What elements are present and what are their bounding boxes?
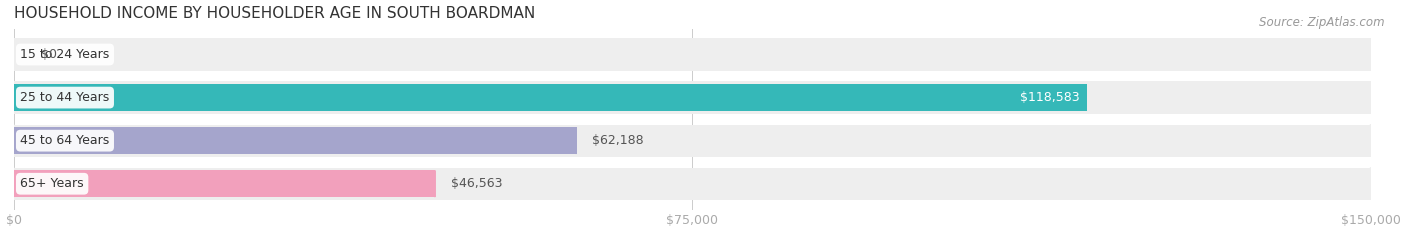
Text: $0: $0 (41, 48, 56, 61)
Text: $62,188: $62,188 (592, 134, 644, 147)
Text: 15 to 24 Years: 15 to 24 Years (20, 48, 110, 61)
Bar (14, 124, 1371, 157)
Text: HOUSEHOLD INCOME BY HOUSEHOLDER AGE IN SOUTH BOARDMAN: HOUSEHOLD INCOME BY HOUSEHOLDER AGE IN S… (14, 6, 534, 21)
Bar (14, 84, 1087, 111)
Bar (14, 38, 1371, 71)
Bar (14, 168, 1371, 200)
Text: Source: ZipAtlas.com: Source: ZipAtlas.com (1260, 16, 1385, 29)
Text: 65+ Years: 65+ Years (20, 177, 84, 190)
Text: $46,563: $46,563 (451, 177, 502, 190)
Text: $118,583: $118,583 (1019, 91, 1080, 104)
Bar (14, 170, 434, 197)
Text: 25 to 44 Years: 25 to 44 Years (20, 91, 110, 104)
Bar (14, 82, 1371, 114)
Text: 45 to 64 Years: 45 to 64 Years (20, 134, 110, 147)
Bar (14, 127, 576, 154)
